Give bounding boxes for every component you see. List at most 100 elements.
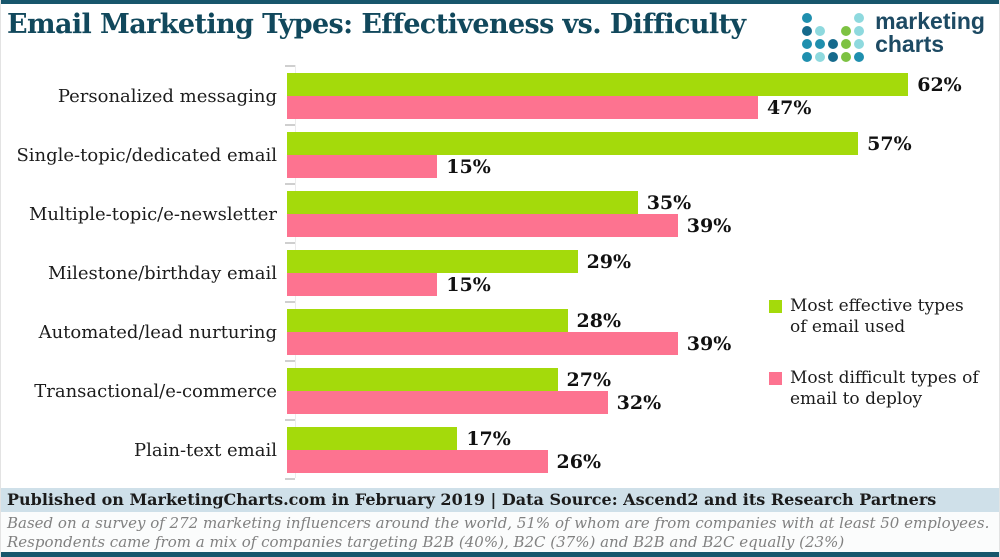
bottom-accent-bar [1, 552, 999, 557]
bar-line-effective: 29% [287, 250, 631, 273]
bar-difficult [287, 214, 678, 237]
axis-tick [285, 360, 295, 362]
chart-rows: Personalized messaging 62% 47% Single-topic… [1, 73, 999, 486]
bar-value-label: 17% [466, 427, 511, 450]
logo-dot [854, 13, 865, 23]
chart-row: Multiple-topic/e-newsletter 35% 39% [1, 191, 999, 237]
legend-item-difficult: Most difficult types of email to deploy [769, 368, 984, 410]
bar-value-label: 27% [566, 368, 612, 391]
bar-value-label: 35% [646, 191, 692, 214]
bar-value-label: 47% [766, 96, 812, 119]
chart-row: Milestone/birthday email 29% 15% [1, 250, 999, 296]
bar-value-label: 32% [616, 391, 662, 414]
category-label: Automated/lead nurturing [38, 321, 277, 343]
page-title: Email Marketing Types: Effectiveness vs.… [7, 9, 746, 40]
survey-note-line1: Based on a survey of 272 marketing influ… [7, 514, 990, 532]
bar-value-label: 15% [446, 273, 491, 296]
bar-line-difficult: 47% [287, 96, 962, 119]
bar-line-effective: 28% [287, 309, 731, 332]
legend-label: Most effective types of email used [790, 296, 964, 337]
category-label: Personalized messaging [57, 85, 277, 107]
bar-line-difficult: 15% [287, 273, 631, 296]
bar-group: 17% 26% [287, 427, 601, 473]
bar-effective [287, 250, 578, 273]
bar-value-label: 28% [576, 309, 622, 332]
bar-difficult [287, 273, 438, 296]
bar-group: 27% 32% [287, 368, 661, 414]
bar-group: 62% 47% [287, 73, 962, 119]
bar-value-label: 29% [586, 250, 632, 273]
logo-dot [841, 26, 852, 36]
logo-word-charts: charts [875, 31, 945, 57]
legend-label: Most difficult types of email to deploy [790, 368, 979, 409]
bar-line-effective: 27% [287, 368, 661, 391]
axis-tick [285, 65, 295, 67]
legend: Most effective types of email used Most d… [769, 296, 984, 440]
logo-dot-grid [802, 13, 865, 62]
bar-line-effective: 57% [287, 132, 912, 155]
bar-difficult [287, 96, 758, 119]
logo-dot [802, 13, 813, 23]
bar-line-difficult: 39% [287, 332, 731, 355]
bar-line-difficult: 26% [287, 450, 601, 473]
bar-difficult [287, 450, 548, 473]
top-accent-bar [1, 0, 999, 4]
logo-word-marketing: marketing [875, 8, 985, 34]
logo-dot [854, 26, 865, 36]
logo-dot [815, 52, 826, 62]
published-source-band: Published on MarketingCharts.com in Febr… [1, 488, 999, 512]
category-label: Multiple-topic/e-newsletter [28, 203, 277, 225]
bar-value-label: 26% [556, 450, 602, 473]
bar-effective [287, 132, 859, 155]
legend-item-effective: Most effective types of email used [769, 296, 984, 338]
logo-dot [828, 39, 839, 49]
bar-effective [287, 427, 458, 450]
bar-effective [287, 368, 558, 391]
survey-note-line2: Respondents came from a mix of companies… [7, 533, 845, 551]
logo-dot [802, 26, 813, 36]
chart-row: Personalized messaging 62% 47% [1, 73, 999, 119]
bar-group: 29% 15% [287, 250, 631, 296]
bar-line-difficult: 39% [287, 214, 731, 237]
bar-value-label: 39% [686, 332, 732, 355]
category-label: Single-topic/dedicated email [16, 144, 277, 166]
bar-line-effective: 62% [287, 73, 962, 96]
axis-tick [285, 419, 295, 421]
bar-difficult [287, 332, 678, 355]
bar-value-label: 39% [686, 214, 732, 237]
logo-dot [854, 39, 865, 49]
logo-dot [802, 39, 813, 49]
category-label: Transactional/e-commerce [34, 380, 277, 402]
bar-group: 57% 15% [287, 132, 912, 178]
bar-difficult [287, 391, 608, 414]
category-label: Milestone/birthday email [47, 262, 277, 284]
logo-dot [841, 39, 852, 49]
bar-value-label: 57% [867, 132, 912, 155]
bar-line-difficult: 32% [287, 391, 661, 414]
bar-line-difficult: 15% [287, 155, 912, 178]
bar-line-effective: 35% [287, 191, 731, 214]
axis-tick [285, 183, 295, 185]
bar-effective [287, 309, 568, 332]
marketingcharts-logo: marketing charts [802, 10, 985, 62]
logo-dot [815, 26, 826, 36]
bar-group: 35% 39% [287, 191, 731, 237]
logo-dot [802, 52, 813, 62]
axis-tick [285, 301, 295, 303]
logo-dot [854, 52, 865, 62]
logo-dot [828, 52, 839, 62]
bar-difficult [287, 155, 438, 178]
logo-dot [815, 39, 826, 49]
chart-row: Single-topic/dedicated email 57% 15% [1, 132, 999, 178]
bar-value-label: 62% [917, 73, 962, 96]
logo-dot [841, 52, 852, 62]
axis-tick [285, 242, 295, 244]
axis-tick [285, 478, 295, 480]
bar-effective [287, 191, 638, 214]
bar-value-label: 15% [446, 155, 491, 178]
legend-swatch [769, 300, 782, 313]
logo-wordmark: marketing charts [875, 10, 985, 56]
bar-effective [287, 73, 909, 96]
chart-row: Transactional/e-commerce 27% 32% [1, 368, 999, 414]
